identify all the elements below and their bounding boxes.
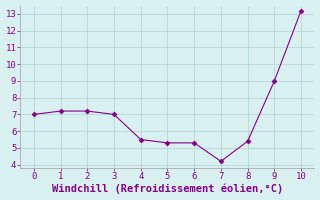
X-axis label: Windchill (Refroidissement éolien,°C): Windchill (Refroidissement éolien,°C): [52, 184, 283, 194]
